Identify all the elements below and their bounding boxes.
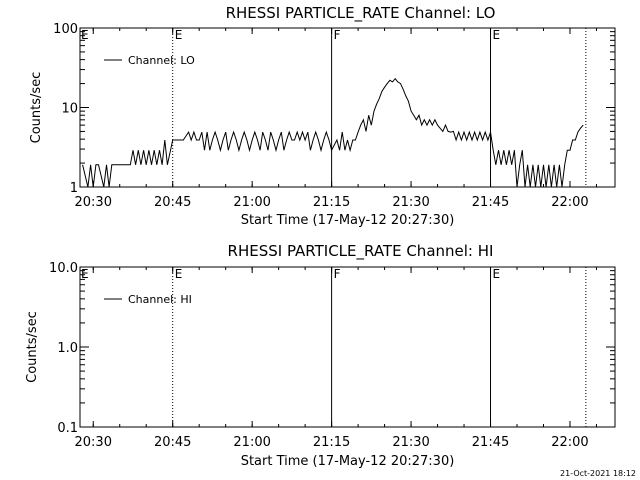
x-tick-label: 20:30 bbox=[75, 435, 112, 450]
x-tick-label: 21:00 bbox=[233, 435, 270, 450]
x-tick-label: 21:00 bbox=[233, 195, 270, 210]
event-marker-label: F bbox=[334, 267, 341, 281]
chart-panel-lo: RHESSI PARTICLE_RATE Channel: LO 20:30 20:… bbox=[29, 4, 616, 228]
event-marker-label: E bbox=[493, 267, 501, 281]
event-marker-label: E bbox=[81, 28, 89, 42]
x-tick-label: 22:00 bbox=[551, 195, 588, 210]
x-axis-label: Start Time (17-May-12 20:27:30) bbox=[241, 454, 455, 469]
x-tick-label: 21:30 bbox=[392, 435, 429, 450]
y-tick-label: 1.0 bbox=[57, 341, 78, 356]
event-marker-label: E bbox=[175, 267, 183, 281]
x-tick-label: 21:30 bbox=[392, 195, 429, 210]
y-tick-label: 10 bbox=[61, 102, 78, 117]
y-axis-label: Counts/sec bbox=[25, 311, 40, 383]
plot-frame bbox=[79, 27, 616, 188]
x-tick-label: 22:00 bbox=[551, 435, 588, 450]
generation-timestamp: 21-Oct-2021 18:12 bbox=[560, 469, 636, 478]
x-tick-label: 21:15 bbox=[313, 435, 350, 450]
legend-entry: Channel: LO bbox=[128, 54, 195, 67]
event-marker-label: E bbox=[81, 267, 89, 281]
x-tick-label: 20:45 bbox=[154, 195, 191, 210]
y-tick-label: 0.1 bbox=[57, 421, 78, 436]
chart-panel-hi: RHESSI PARTICLE_RATE Channel: HI 20:30 20:… bbox=[25, 242, 616, 469]
x-tick-label: 21:15 bbox=[313, 195, 350, 210]
series-line bbox=[82, 77, 584, 188]
event-marker-label: E bbox=[175, 28, 183, 42]
x-tick-label: 20:30 bbox=[75, 195, 112, 210]
y-tick-label: 1 bbox=[70, 181, 78, 196]
x-tick-label: 20:45 bbox=[154, 435, 191, 450]
x-axis-label: Start Time (17-May-12 20:27:30) bbox=[241, 213, 455, 228]
event-marker-label: F bbox=[334, 28, 341, 42]
y-tick-label: 100 bbox=[53, 22, 78, 37]
y-tick-label: 10.0 bbox=[49, 261, 78, 276]
x-tick-label: 21:45 bbox=[472, 435, 509, 450]
legend-entry: Channel: HI bbox=[128, 293, 192, 306]
chart-title: RHESSI PARTICLE_RATE Channel: LO bbox=[226, 4, 496, 23]
plot-frame bbox=[79, 266, 616, 428]
y-axis-label: Counts/sec bbox=[29, 72, 44, 144]
event-marker-label: E bbox=[493, 28, 501, 42]
x-tick-label: 21:45 bbox=[472, 195, 509, 210]
chart-title: RHESSI PARTICLE_RATE Channel: HI bbox=[228, 242, 494, 261]
